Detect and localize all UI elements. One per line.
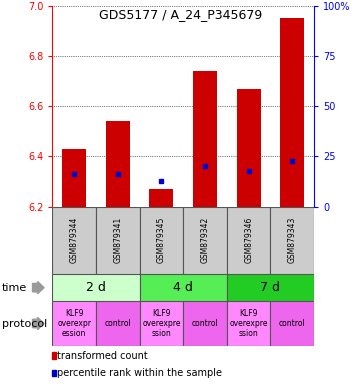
Text: 4 d: 4 d: [173, 281, 193, 294]
Text: transformed count: transformed count: [57, 351, 148, 361]
Text: KLF9
overexpr
ession: KLF9 overexpr ession: [57, 310, 91, 338]
Bar: [52, 207, 96, 274]
Text: time: time: [2, 283, 27, 293]
Text: GSM879344: GSM879344: [70, 217, 79, 263]
Text: GSM879341: GSM879341: [113, 217, 122, 263]
Bar: [227, 207, 270, 274]
Bar: [270, 207, 314, 274]
Bar: [183, 301, 227, 346]
Bar: [270, 301, 314, 346]
Text: GSM879345: GSM879345: [157, 217, 166, 263]
Text: control: control: [104, 319, 131, 328]
Bar: [227, 274, 314, 301]
Bar: [280, 18, 304, 207]
Bar: [149, 189, 173, 207]
Text: GSM879346: GSM879346: [244, 217, 253, 263]
Text: GSM879342: GSM879342: [200, 217, 209, 263]
Text: GDS5177 / A_24_P345679: GDS5177 / A_24_P345679: [99, 8, 262, 22]
Text: 7 d: 7 d: [260, 281, 280, 294]
Text: GSM879343: GSM879343: [288, 217, 297, 263]
Bar: [183, 207, 227, 274]
Text: KLF9
overexpre
ssion: KLF9 overexpre ssion: [142, 310, 180, 338]
Text: percentile rank within the sample: percentile rank within the sample: [57, 368, 222, 378]
Text: control: control: [279, 319, 306, 328]
Text: protocol: protocol: [2, 318, 47, 329]
Bar: [52, 274, 140, 301]
Bar: [140, 207, 183, 274]
Text: control: control: [192, 319, 218, 328]
Bar: [193, 71, 217, 207]
Bar: [62, 149, 86, 207]
Bar: [140, 301, 183, 346]
Bar: [140, 274, 227, 301]
Bar: [106, 121, 130, 207]
Bar: [96, 207, 140, 274]
Text: KLF9
overexpre
ssion: KLF9 overexpre ssion: [229, 310, 268, 338]
Bar: [227, 301, 270, 346]
Bar: [52, 301, 96, 346]
Text: 2 d: 2 d: [86, 281, 106, 294]
Bar: [237, 89, 261, 207]
Bar: [96, 301, 140, 346]
